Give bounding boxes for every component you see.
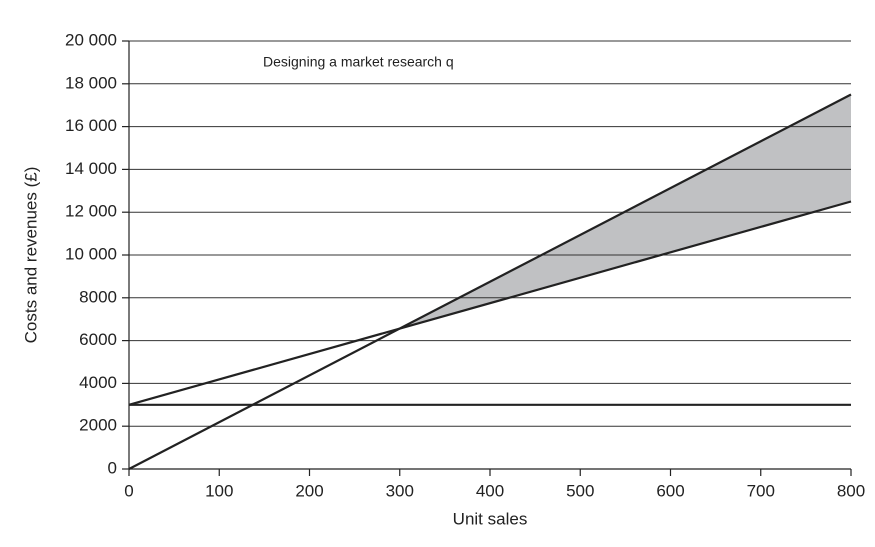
x-tick-label: 700 [747,481,775,500]
x-tick-label: 600 [656,481,684,500]
series-line [128,200,852,406]
series-line [128,93,852,470]
x-tick-label: 800 [837,481,865,500]
y-tick-label: 2000 [79,416,117,435]
annotation: Designing a market research q [263,54,454,70]
y-tick-label: 0 [108,458,117,477]
x-tick-label: 400 [476,481,504,500]
y-tick-label: 14 000 [65,159,117,178]
y-tick-label: 4000 [79,373,117,392]
x-axis-label: Unit sales [453,509,528,528]
x-tick-label: 300 [386,481,414,500]
y-tick-label: 18 000 [65,73,117,92]
y-axis-label: Costs and revenues (£) [21,167,40,344]
x-tick-label: 200 [295,481,323,500]
y-tick-label: 10 000 [65,244,117,263]
x-tick-label: 500 [566,481,594,500]
y-tick-label: 16 000 [65,116,117,135]
y-tick-label: 6000 [79,330,117,349]
y-tick-label: 20 000 [65,30,117,49]
y-tick-label: 8000 [79,287,117,306]
y-tick-label: 12 000 [65,202,117,221]
x-tick-label: 0 [124,481,133,500]
x-tick-label: 100 [205,481,233,500]
